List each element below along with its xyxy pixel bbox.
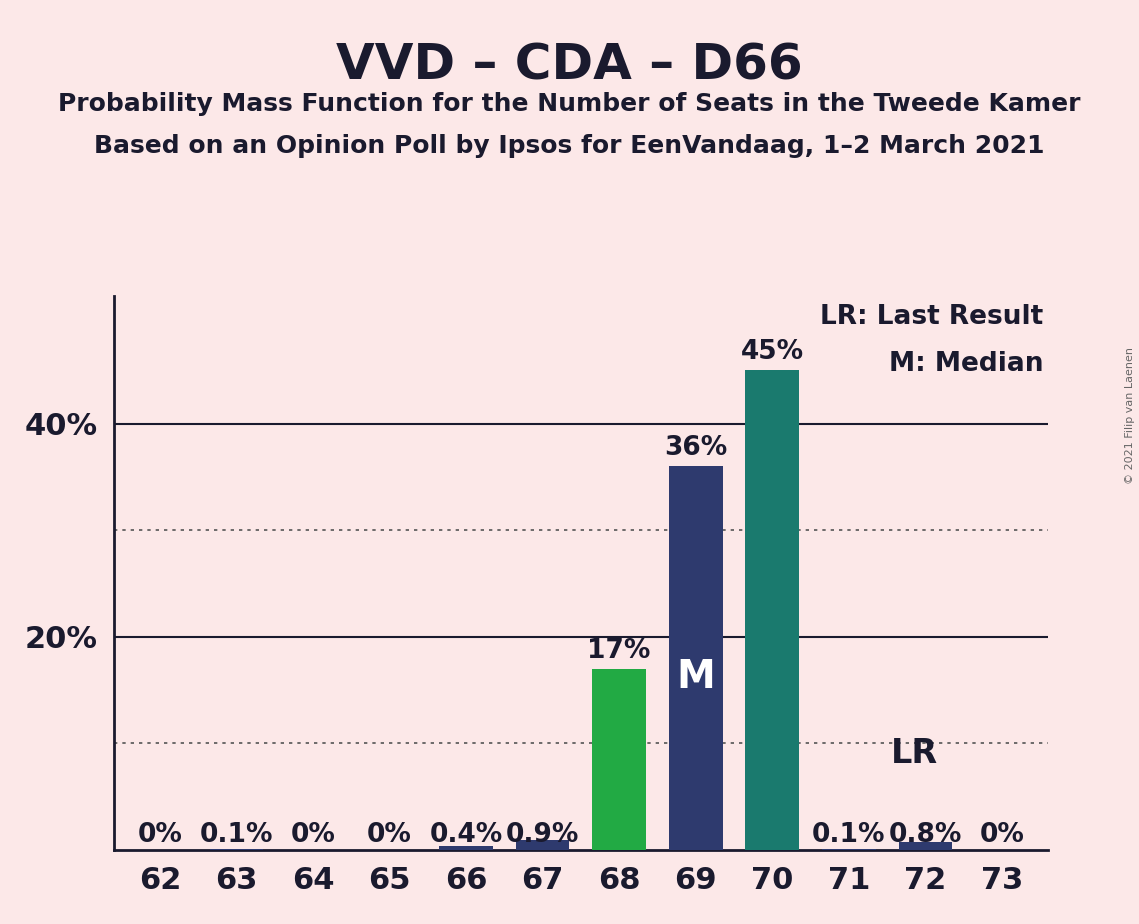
Bar bbox=[210, 849, 263, 850]
Text: 0%: 0% bbox=[367, 822, 412, 848]
Text: 0.1%: 0.1% bbox=[199, 822, 273, 848]
Text: 0.8%: 0.8% bbox=[888, 822, 962, 848]
Text: M: Median: M: Median bbox=[888, 351, 1043, 377]
Text: 0.9%: 0.9% bbox=[506, 822, 580, 848]
Text: © 2021 Filip van Laenen: © 2021 Filip van Laenen bbox=[1125, 347, 1134, 484]
Text: 45%: 45% bbox=[740, 339, 804, 365]
Bar bbox=[899, 842, 952, 850]
Bar bbox=[822, 849, 876, 850]
Bar bbox=[746, 371, 800, 850]
Text: 0.4%: 0.4% bbox=[429, 822, 502, 848]
Text: 17%: 17% bbox=[588, 638, 650, 663]
Text: Probability Mass Function for the Number of Seats in the Tweede Kamer: Probability Mass Function for the Number… bbox=[58, 92, 1081, 116]
Text: Based on an Opinion Poll by Ipsos for EenVandaag, 1–2 March 2021: Based on an Opinion Poll by Ipsos for Ee… bbox=[95, 134, 1044, 158]
Text: LR: LR bbox=[891, 737, 939, 770]
Text: 0%: 0% bbox=[980, 822, 1024, 848]
Text: LR: Last Result: LR: Last Result bbox=[820, 304, 1043, 330]
Bar bbox=[516, 841, 570, 850]
Text: M: M bbox=[677, 659, 715, 697]
Bar bbox=[669, 467, 722, 850]
Text: VVD – CDA – D66: VVD – CDA – D66 bbox=[336, 42, 803, 90]
Text: 36%: 36% bbox=[664, 435, 728, 461]
Text: 0%: 0% bbox=[290, 822, 335, 848]
Text: 0%: 0% bbox=[138, 822, 182, 848]
Bar bbox=[592, 669, 646, 850]
Text: 0.1%: 0.1% bbox=[812, 822, 886, 848]
Bar bbox=[440, 845, 493, 850]
